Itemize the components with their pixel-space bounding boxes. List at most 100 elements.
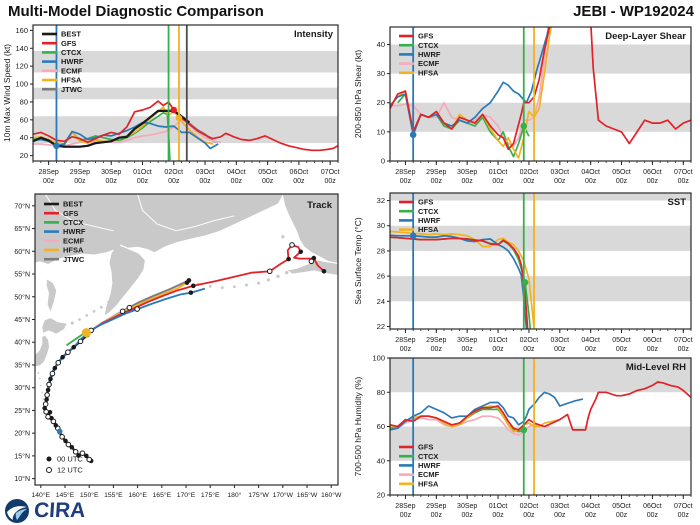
sst-xtick-hour: 00z bbox=[431, 346, 443, 353]
shear-xtick-hour: 00z bbox=[523, 178, 535, 185]
island bbox=[39, 377, 41, 380]
intensity-xtick-hour: 00z bbox=[137, 178, 149, 185]
sst-xtick-hour: 00z bbox=[647, 346, 659, 353]
rh-ytick-label: 40 bbox=[377, 456, 385, 465]
rh-xtick-date: 06Oct bbox=[643, 503, 662, 510]
track-marker-00utc bbox=[60, 354, 65, 360]
track-marker-00utc bbox=[184, 280, 190, 285]
rh-legend-label-ctcx: CTCX bbox=[418, 452, 438, 461]
map-xtick-label: 175°W bbox=[248, 491, 269, 499]
map-ytick-label: 50°N bbox=[14, 293, 30, 301]
track-marker-12utc bbox=[46, 381, 52, 388]
sst-marker-ctcx bbox=[521, 279, 529, 286]
map-xtick-label: 145°E bbox=[56, 491, 75, 499]
page-title: Multi-Model Diagnostic Comparison bbox=[8, 3, 264, 20]
island bbox=[220, 286, 224, 290]
track-marker-12utc bbox=[72, 449, 79, 455]
rh-xtick-date: 28Sep bbox=[395, 503, 415, 510]
cira-logo-text: CIRA bbox=[33, 499, 87, 522]
rh-xtick-date: 01Oct bbox=[489, 503, 508, 510]
intensity-y-axis-label: 10m Max Wind Speed (kt) bbox=[2, 44, 12, 142]
rh-ytick-label: 80 bbox=[377, 388, 385, 397]
sst-legend-label-hwrf: HWRF bbox=[418, 216, 441, 225]
map-ytick-label: 15°N bbox=[14, 452, 30, 460]
track-marker-00utc bbox=[321, 268, 327, 274]
map-xtick-label: 160°E bbox=[128, 491, 147, 499]
shear-xtick-date: 04Oct bbox=[581, 169, 600, 176]
island bbox=[276, 274, 280, 278]
shear-series-gfs bbox=[390, 27, 691, 151]
intensity-band bbox=[33, 87, 338, 100]
intensity-ytick-label: 40 bbox=[20, 133, 28, 142]
rh-xtick-hour: 00z bbox=[678, 512, 690, 519]
island bbox=[70, 321, 74, 325]
intensity-xtick-date: 07Oct bbox=[321, 169, 340, 176]
track-map: 10°N 15°N 20°N 25°N 30°N 35°N 40°N 45°N 50°N 55°N… bbox=[14, 193, 342, 499]
map-ytick-label: 40°N bbox=[14, 339, 30, 347]
shear-xtick-hour: 00z bbox=[647, 178, 659, 185]
sst-ytick-label: 24 bbox=[377, 297, 385, 306]
intensity-xtick-date: 29Sep bbox=[70, 169, 90, 176]
intensity-plot-border bbox=[32, 24, 339, 162]
map-xtick-label: 175°E bbox=[201, 491, 220, 499]
track-marker-12utc bbox=[49, 370, 56, 377]
intensity-xtick-date: 02Oct bbox=[164, 169, 183, 176]
track-marker-12utc bbox=[79, 450, 86, 456]
intensity-panel: 20 40 60 80 100 120 140 160 28Sep 00z 29Sep 00z 30Se… bbox=[0, 19, 349, 193]
shear-legend-label-hwrf: HWRF bbox=[418, 50, 441, 59]
map-xtick-label: 165°W bbox=[297, 491, 318, 499]
intensity-ytick-label: 80 bbox=[20, 97, 28, 106]
rh-ytick-label: 100 bbox=[372, 354, 385, 363]
sst-ytick-label: 28 bbox=[377, 246, 385, 255]
shear-panel: 0 10 20 30 40 28Sep 00z 29Sep 00z 30Sep 00z 01Oct 00… bbox=[351, 19, 700, 193]
shear-xtick-date: 05Oct bbox=[612, 169, 631, 176]
island bbox=[92, 309, 96, 313]
sst-series-hwrf bbox=[390, 234, 528, 329]
track-marker-12utc bbox=[86, 456, 93, 463]
track-marker-12utc bbox=[126, 304, 133, 311]
track-marker-12utc bbox=[59, 434, 65, 440]
shear-xtick-date: 02Oct bbox=[520, 169, 539, 176]
shear-chart: 0 10 20 30 40 28Sep 00z 29Sep 00z 30Sep 00z 01Oct 00… bbox=[353, 26, 693, 185]
sst-marker-hwrf bbox=[409, 232, 417, 240]
track-marker-12utc bbox=[65, 441, 72, 448]
sst-xtick-date: 02Oct bbox=[520, 337, 539, 344]
sst-band bbox=[390, 193, 691, 201]
rh-ytick-label: 20 bbox=[377, 491, 385, 500]
shear-legend-label-hfsa: HFSA bbox=[418, 68, 439, 77]
sst-y-axis-label: Sea Surface Temp (°C) bbox=[353, 217, 363, 305]
shear-xtick-hour: 00z bbox=[616, 178, 628, 185]
landmass bbox=[104, 244, 145, 315]
sst-xtick-date: 04Oct bbox=[581, 337, 600, 344]
intensity-marker-hfsa bbox=[175, 114, 183, 122]
track-marker-init bbox=[56, 428, 63, 435]
sst-xtick-date: 28Sep bbox=[395, 337, 415, 344]
shear-ytick-label: 20 bbox=[377, 98, 385, 107]
shear-legend-label-ctcx: CTCX bbox=[418, 41, 438, 50]
landmass bbox=[35, 335, 49, 367]
track-legend-label-ecmf: ECMF bbox=[63, 236, 85, 245]
rh-xtick-hour: 00z bbox=[462, 512, 474, 519]
intensity-xtick-hour: 00z bbox=[74, 178, 86, 185]
track-marker-00utc bbox=[42, 405, 47, 411]
map-ytick-label: 30°N bbox=[14, 384, 30, 392]
legend-utc-label: 12 UTC bbox=[57, 466, 83, 475]
sst-xtick-date: 06Oct bbox=[643, 337, 662, 344]
map-xtick-label: 170°E bbox=[177, 491, 196, 499]
intensity-xtick-date: 04Oct bbox=[227, 169, 246, 176]
map-border bbox=[34, 193, 339, 486]
rh-xtick-date: 07Oct bbox=[674, 503, 693, 510]
intensity-ytick-label: 100 bbox=[15, 80, 28, 89]
island bbox=[37, 372, 40, 375]
rh-xtick-date: 05Oct bbox=[612, 503, 631, 510]
track-marker-12utc bbox=[134, 306, 140, 312]
intensity-xtick-date: 01Oct bbox=[133, 169, 152, 176]
track-legend-label-hfsa: HFSA bbox=[63, 246, 84, 255]
intensity-legend-label-jtwc: JTWC bbox=[61, 85, 83, 94]
sst-legend-label-gfs: GFS bbox=[418, 198, 433, 207]
map-ytick-label: 65°N bbox=[14, 225, 30, 233]
island bbox=[208, 284, 212, 288]
intensity-xtick-hour: 00z bbox=[262, 178, 274, 185]
intensity-legend-label-gfs: GFS bbox=[61, 39, 76, 48]
